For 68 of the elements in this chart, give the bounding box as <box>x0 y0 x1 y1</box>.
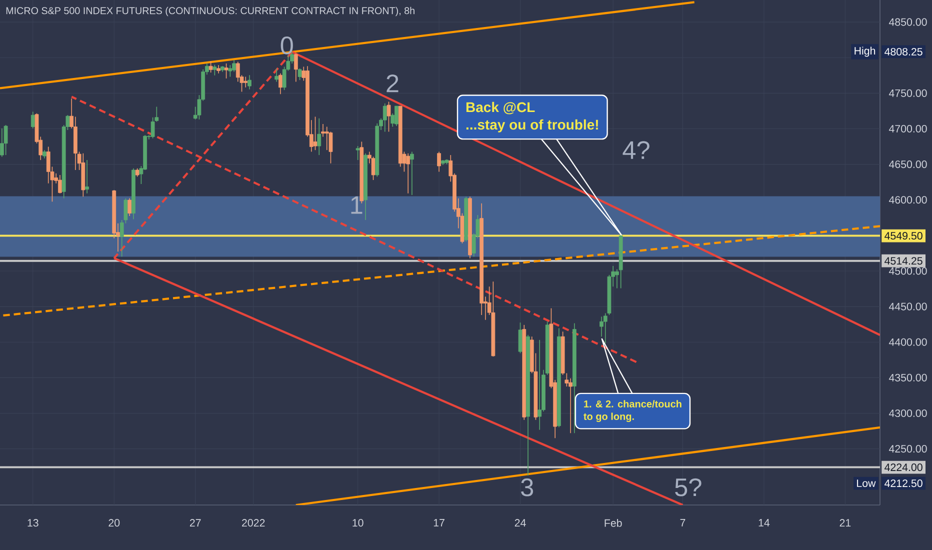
y-tick-label: 4700.00 <box>888 124 927 133</box>
candlestick <box>128 198 132 216</box>
ref-line-label: 4549.50 <box>884 232 922 240</box>
x-tick-label: 10 <box>352 519 364 527</box>
candlestick <box>356 146 360 160</box>
candlestick <box>321 124 325 138</box>
x-tick-label: 24 <box>514 519 526 526</box>
x-tick-label: 17 <box>434 519 444 526</box>
candlestick <box>30 111 35 129</box>
annotation: to go long. <box>584 412 634 422</box>
candlestick <box>410 151 414 196</box>
text: 4808.25 <box>884 48 922 56</box>
annotation: ...stay ou of trouble! <box>466 119 598 132</box>
annotation: 4? <box>622 141 650 159</box>
x-tick-label: 20 <box>108 519 120 527</box>
candlestick <box>248 74 252 90</box>
x-tick-label: 21 <box>840 519 851 526</box>
y-tick-label: 4600.00 <box>888 196 927 204</box>
annotation: High <box>854 46 876 57</box>
y-tick-label: 4500.00 <box>888 267 927 275</box>
candlestick <box>0 128 4 158</box>
candlestick <box>298 68 302 80</box>
y-tick-label: 4350.00 <box>888 374 927 382</box>
x-tick-label: 7 <box>680 519 686 526</box>
ref-line-label: 4224.00 <box>884 464 922 472</box>
x-tick-label: 27 <box>190 519 201 526</box>
x-tick-label: 13 <box>28 519 38 527</box>
candlestick <box>382 103 387 132</box>
candlestick <box>58 174 62 194</box>
ref-line-label: 4514.25 <box>884 257 922 265</box>
annotation: 3 <box>521 478 534 496</box>
annotation: 0 <box>280 36 293 54</box>
annotation: 1 <box>351 196 362 214</box>
annotation: 1. & 2. chance/touch <box>584 400 682 408</box>
annotation: 2 <box>386 74 398 92</box>
annotation: Back @CL <box>466 102 535 114</box>
y-tick-label: 4850.00 <box>888 18 927 26</box>
candlestick <box>538 340 542 430</box>
x-tick-label: Feb <box>604 519 622 527</box>
y-tick-label: 4400.00 <box>888 338 927 346</box>
candlestick <box>208 60 213 73</box>
candlestick <box>518 322 522 354</box>
y-tick-label: 4250.00 <box>888 445 927 453</box>
candlestick <box>386 101 391 132</box>
text: MICRO S&P 500 INDEX FUTURES (CONTINUOUS: CURRENT CONTRACT IN FRONT), 8h <box>6 6 414 16</box>
candlestick <box>274 68 279 82</box>
annotation: 5? <box>675 478 702 496</box>
candlestick <box>150 116 155 139</box>
candlestick <box>85 160 89 194</box>
y-tick-label: 4300.00 <box>888 409 927 418</box>
candlestick <box>406 152 410 194</box>
annotation: Low <box>857 480 876 488</box>
candlestick <box>224 63 228 79</box>
candlestick <box>244 76 248 88</box>
y-tick-label: 4450.00 <box>888 302 927 310</box>
candlestick <box>294 53 298 82</box>
candlestick <box>317 118 322 156</box>
x-tick-label: 14 <box>758 519 770 526</box>
x-tick-label: 2022 <box>242 519 265 527</box>
candlestick <box>394 106 398 126</box>
candlestick <box>232 60 236 72</box>
y-tick-label: 4750.00 <box>888 89 927 97</box>
candlestick <box>313 116 318 150</box>
candlestick <box>437 151 441 172</box>
candlestick <box>212 64 217 76</box>
text: 4212.50 <box>884 480 922 488</box>
y-tick-label: 4650.00 <box>888 160 927 168</box>
candlestick <box>4 124 8 156</box>
